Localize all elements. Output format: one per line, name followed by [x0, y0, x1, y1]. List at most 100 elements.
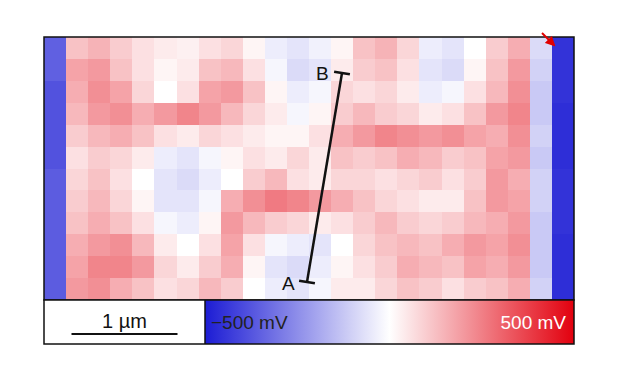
heatmap-cell	[132, 234, 155, 256]
heatmap-cell	[419, 212, 442, 234]
scale-bar-label: 1 µm	[102, 310, 147, 332]
heatmap-cell	[486, 234, 509, 256]
heatmap-cell	[375, 103, 398, 125]
heatmap-cell	[419, 256, 442, 278]
heatmap-cell	[419, 147, 442, 169]
heatmap-cell	[132, 169, 155, 191]
heatmap-cell	[44, 278, 67, 300]
heatmap-cell	[530, 190, 553, 212]
heatmap-cell	[154, 212, 177, 234]
heatmap-cell	[88, 256, 111, 278]
heatmap-cell	[132, 212, 155, 234]
heatmap-cell	[442, 81, 465, 103]
heatmap-cell	[552, 190, 574, 212]
heatmap-cell	[486, 103, 509, 125]
heatmap-cell	[265, 147, 288, 169]
heatmap-cell	[375, 256, 398, 278]
heatmap-cell	[287, 169, 310, 191]
heatmap-cell	[508, 190, 531, 212]
heatmap-cell	[199, 190, 222, 212]
heatmap-cell	[44, 59, 67, 81]
heatmap-cell	[66, 256, 89, 278]
heatmap-cell	[132, 125, 155, 147]
heatmap-cell	[464, 147, 487, 169]
heatmap-cell	[353, 81, 376, 103]
heatmap-cell	[66, 212, 89, 234]
heatmap-cell	[132, 256, 155, 278]
heatmap-cell	[375, 59, 398, 81]
heatmap-cell	[530, 169, 553, 191]
heatmap-cell	[199, 37, 222, 59]
heatmap-cell	[110, 59, 133, 81]
heatmap-cell	[243, 169, 266, 191]
heatmap-cell	[177, 169, 200, 191]
heatmap-cell	[44, 125, 67, 147]
heatmap-cell	[353, 278, 376, 300]
heatmap-cell	[397, 234, 420, 256]
heatmap-cell	[397, 212, 420, 234]
heatmap-cell	[552, 37, 574, 59]
heatmap-cell	[66, 103, 89, 125]
heatmap-cell	[552, 81, 574, 103]
annotation-label: A	[282, 273, 295, 294]
heatmap-cell	[66, 59, 89, 81]
heatmap-cell	[110, 278, 133, 300]
heatmap-cell	[309, 278, 332, 300]
heatmap-cell	[199, 278, 222, 300]
heatmap-cell	[397, 81, 420, 103]
heatmap-cell	[331, 234, 354, 256]
heatmap-cell	[287, 190, 310, 212]
heatmap-cell	[44, 81, 67, 103]
heatmap-cell	[88, 147, 111, 169]
heatmap-cell	[66, 190, 89, 212]
heatmap-cell	[221, 125, 244, 147]
heatmap-cell	[508, 103, 531, 125]
heatmap-cell	[486, 212, 509, 234]
heatmap-cell	[397, 103, 420, 125]
heatmap-cell	[375, 81, 398, 103]
heatmap-cell	[243, 212, 266, 234]
heatmap-cell	[66, 234, 89, 256]
heatmap-cell	[419, 190, 442, 212]
heatmap-cell	[464, 234, 487, 256]
heatmap-cell	[353, 125, 376, 147]
scale-bar	[72, 333, 178, 335]
heatmap-cell	[154, 190, 177, 212]
heatmap-cell	[508, 125, 531, 147]
heatmap-cell	[66, 278, 89, 300]
heatmap-cell	[530, 212, 553, 234]
heatmap-cell	[353, 59, 376, 81]
heatmap-cell	[66, 169, 89, 191]
panel-divider	[204, 300, 206, 344]
heatmap-cell	[464, 81, 487, 103]
heatmap-cell	[243, 37, 266, 59]
heatmap-cell	[154, 125, 177, 147]
heatmap-cell	[530, 147, 553, 169]
heatmap-cell	[132, 278, 155, 300]
heatmap-cell	[199, 81, 222, 103]
heatmap-cell	[464, 103, 487, 125]
heatmap-cell	[464, 278, 487, 300]
heatmap-cell	[397, 169, 420, 191]
heatmap-cell	[132, 59, 155, 81]
heatmap-cell	[331, 212, 354, 234]
heatmap-cell	[442, 234, 465, 256]
heatmap-cell	[486, 125, 509, 147]
heatmap-cell	[464, 212, 487, 234]
heatmap-cell	[110, 147, 133, 169]
heatmap-cell	[552, 125, 574, 147]
heatmap-cell	[486, 278, 509, 300]
heatmap-cell	[154, 37, 177, 59]
heatmap-cell	[265, 234, 288, 256]
heatmap-cell	[552, 147, 574, 169]
heatmap-cell	[508, 256, 531, 278]
heatmap-cell	[508, 234, 531, 256]
heatmap-cell	[265, 190, 288, 212]
heatmap-cell	[353, 37, 376, 59]
heatmap-cell	[486, 81, 509, 103]
heatmap-cell	[221, 278, 244, 300]
heatmap-cell	[309, 81, 332, 103]
heatmap-cell	[199, 234, 222, 256]
heatmap-cell	[199, 256, 222, 278]
heatmap-cell	[110, 103, 133, 125]
